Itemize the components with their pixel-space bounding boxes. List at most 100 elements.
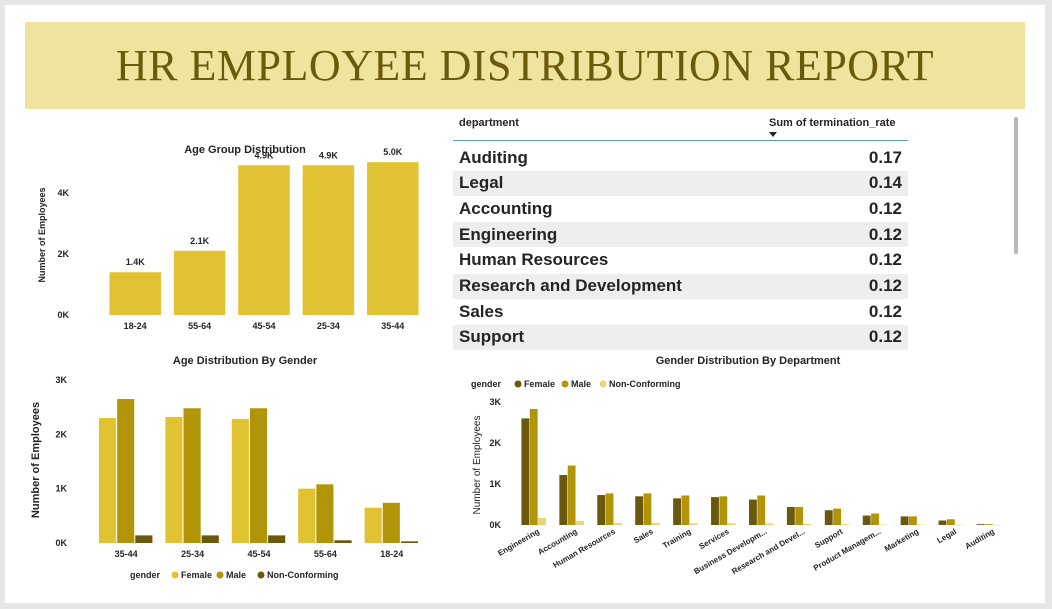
bar[interactable] [173, 250, 226, 315]
table-row[interactable]: Engineering 0.12 [453, 222, 908, 248]
row-termination-rate: 0.12 [868, 250, 902, 270]
legend-marker [171, 571, 179, 579]
table-row[interactable]: Research and Development 0.12 [453, 273, 908, 299]
y-tick-label: 3K [489, 397, 501, 407]
table-row[interactable]: Accounting 0.12 [453, 196, 908, 221]
bar[interactable] [651, 522, 660, 525]
bar[interactable] [367, 162, 419, 315]
legend-marker [216, 571, 224, 579]
bar[interactable] [909, 516, 917, 525]
bar[interactable] [841, 524, 850, 525]
bar[interactable] [765, 523, 774, 525]
bar[interactable] [231, 419, 249, 543]
bar[interactable] [567, 465, 576, 525]
bar[interactable] [984, 524, 993, 525]
table-row[interactable]: Auditing 0.17 [453, 145, 908, 170]
bar[interactable] [795, 506, 804, 525]
column-header-department[interactable]: department [459, 117, 519, 129]
bar[interactable] [900, 516, 909, 525]
legend-marker [514, 380, 522, 388]
table-row[interactable]: Support 0.12 [453, 324, 908, 350]
bar[interactable] [576, 520, 584, 525]
bar[interactable] [879, 524, 888, 526]
x-tick-label: Auditing [963, 527, 996, 551]
y-tick-label: 2K [57, 249, 69, 259]
data-label: 2.1K [190, 236, 210, 246]
bar[interactable] [757, 495, 766, 525]
bar[interactable] [673, 498, 681, 525]
table-scrollbar[interactable] [1014, 117, 1018, 254]
bar[interactable] [316, 484, 334, 543]
x-tick-label: 18-24 [380, 549, 403, 559]
gender-dept-chart: Gender Distribution By Department gender F… [471, 355, 1002, 576]
bar[interactable] [955, 524, 964, 526]
bar[interactable] [748, 499, 757, 525]
bar[interactable] [249, 408, 268, 543]
bar[interactable] [786, 506, 795, 525]
x-tick-label: 45-54 [252, 321, 275, 331]
bar[interactable] [976, 524, 985, 525]
row-department: Human Resources [459, 250, 609, 270]
bar[interactable] [824, 510, 833, 525]
x-tick-label: Human Resources [551, 527, 617, 570]
bar[interactable] [833, 508, 842, 525]
bar[interactable] [109, 272, 161, 315]
bar[interactable] [635, 496, 644, 525]
bar[interactable] [201, 535, 219, 543]
x-tick-label: Research and Devel... [730, 527, 806, 576]
bar[interactable] [117, 399, 135, 543]
bar[interactable] [597, 495, 606, 525]
row-department: Support [459, 327, 525, 347]
bar[interactable] [521, 418, 530, 525]
bar[interactable] [946, 519, 955, 525]
x-tick-label: 35-44 [115, 549, 138, 559]
bar[interactable] [605, 493, 614, 525]
bar[interactable] [993, 524, 1002, 526]
bar[interactable] [803, 523, 812, 525]
table-row[interactable]: Human Resources 0.12 [453, 248, 908, 273]
bar[interactable] [862, 515, 871, 525]
x-tick-label: Training [661, 527, 693, 550]
bar[interactable] [364, 507, 382, 543]
bar[interactable] [334, 540, 352, 543]
table-row[interactable]: Sales 0.12 [453, 299, 908, 324]
bar[interactable] [98, 418, 117, 543]
y-axis-label: Number of Employees [37, 187, 47, 282]
bar[interactable] [302, 165, 355, 315]
x-tick-label: 25-34 [317, 321, 340, 331]
bar[interactable] [238, 165, 290, 315]
bar[interactable] [135, 535, 153, 543]
bar[interactable] [183, 408, 201, 543]
bar[interactable] [681, 495, 690, 525]
bar[interactable] [559, 474, 568, 525]
table-row[interactable]: Legal 0.14 [453, 170, 908, 196]
bar[interactable] [871, 513, 879, 525]
y-tick-label: 0K [489, 520, 501, 530]
bar[interactable] [382, 502, 400, 543]
bar[interactable] [613, 522, 622, 525]
bar[interactable] [268, 535, 286, 543]
bar[interactable] [529, 408, 538, 525]
x-tick-label: 55-64 [188, 321, 211, 331]
chart-title: Age Distribution By Gender [173, 355, 318, 367]
row-department: Auditing [459, 147, 528, 167]
row-termination-rate: 0.14 [868, 173, 902, 193]
bar[interactable] [711, 497, 719, 525]
y-tick-label: 4K [57, 188, 69, 198]
bar[interactable] [400, 541, 419, 543]
bar[interactable] [938, 520, 947, 525]
data-label: 5.0K [383, 147, 403, 157]
bar[interactable] [298, 488, 316, 543]
bar[interactable] [643, 493, 652, 525]
bar[interactable] [165, 416, 183, 543]
legend-marker [257, 571, 265, 579]
bar[interactable] [727, 523, 736, 525]
bar[interactable] [538, 518, 546, 525]
bar[interactable] [917, 524, 926, 526]
column-header-termination-rate[interactable]: Sum of termination_rate [769, 117, 896, 129]
y-tick-label: 3K [55, 375, 67, 385]
bar[interactable] [689, 523, 698, 525]
bar[interactable] [719, 496, 728, 525]
x-tick-label: Product Managem... [812, 527, 882, 573]
sort-descending-icon[interactable] [769, 132, 777, 138]
